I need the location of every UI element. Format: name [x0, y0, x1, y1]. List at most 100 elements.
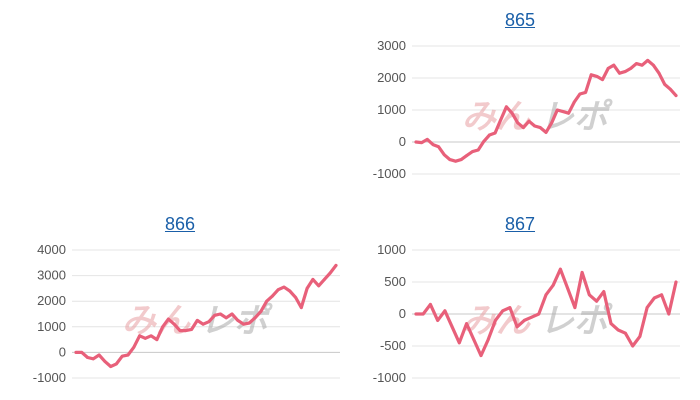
data-point [537, 312, 541, 316]
data-point [115, 362, 118, 366]
data-point [282, 285, 286, 289]
line-chart-865: -1000 0 1000 2000 3000 みん レポ [373, 38, 680, 181]
data-point [578, 92, 582, 96]
data-point [259, 310, 263, 313]
watermark-logo-red: みん [122, 302, 191, 340]
y-tick-label: 2000 [37, 293, 66, 308]
data-point [172, 322, 176, 326]
data-point [138, 334, 141, 338]
data-point [271, 294, 274, 298]
data-point [652, 296, 656, 300]
data-point [207, 320, 211, 324]
y-tick-label: -1000 [373, 166, 406, 181]
data-point [323, 278, 326, 281]
data-point [224, 316, 228, 320]
data-point [328, 271, 332, 275]
data-point [471, 150, 474, 154]
data-point [476, 148, 480, 152]
y-tick-label: 0 [399, 134, 406, 149]
y-tick-label: 2000 [377, 70, 406, 85]
chart-title-link[interactable]: 867 [504, 214, 536, 234]
data-point [86, 356, 89, 359]
data-point [80, 351, 84, 354]
data-point [486, 338, 490, 341]
data-point [454, 159, 457, 163]
data-point [294, 295, 297, 299]
data-point [414, 312, 418, 316]
data-point [299, 306, 303, 309]
data-point [414, 140, 418, 144]
data-point [566, 287, 570, 290]
data-point [201, 322, 205, 326]
data-point [109, 365, 113, 368]
data-point [580, 271, 584, 274]
data-point [219, 312, 222, 316]
y-tick-label: 3000 [37, 268, 66, 283]
data-point [567, 111, 571, 115]
data-point [190, 327, 193, 331]
data-point [420, 141, 424, 145]
data-point [530, 315, 533, 319]
data-point [253, 316, 257, 320]
chart-panel-867: 867 -1000 -500 0 500 1000 みん レポ [350, 210, 690, 400]
line-chart-867: -1000 -500 0 500 1000 みん レポ [373, 242, 680, 385]
data-point [616, 328, 620, 332]
data-point [431, 143, 435, 146]
data-point [465, 154, 469, 157]
data-point [521, 126, 525, 129]
data-point [465, 322, 468, 325]
data-point [516, 121, 520, 125]
y-tick-label: 3000 [377, 38, 406, 53]
data-point [501, 309, 505, 313]
data-point [674, 94, 678, 97]
data-point [651, 63, 655, 67]
data-point [288, 289, 292, 293]
data-point [317, 284, 321, 288]
data-point [629, 67, 633, 70]
data-point [265, 299, 269, 303]
data-point [595, 75, 599, 78]
data-point [631, 344, 635, 348]
chart-panel-865: 865 -1000 0 1000 2000 3000 みん レポ [350, 6, 690, 196]
data-point [126, 353, 130, 357]
data-point [551, 283, 555, 287]
data-point [601, 78, 604, 81]
data-point [494, 319, 497, 322]
data-point [508, 306, 512, 309]
data-point [443, 309, 447, 313]
data-point [311, 278, 315, 281]
data-point [143, 336, 147, 340]
data-point [624, 331, 627, 335]
data-point [527, 119, 531, 123]
data-point [74, 351, 78, 354]
data-point [660, 293, 663, 297]
watermark-logo: みん レポ [462, 98, 613, 136]
data-point [421, 312, 425, 316]
y-tick-label: -500 [380, 338, 406, 353]
data-point [276, 288, 280, 292]
data-point [538, 126, 542, 129]
y-tick-label: 4000 [37, 242, 66, 257]
y-tick-label: -1000 [373, 370, 406, 385]
data-point [561, 110, 565, 113]
data-point [638, 335, 642, 338]
data-point [459, 158, 463, 162]
data-point [612, 63, 616, 67]
chart-title-link[interactable]: 866 [164, 214, 196, 234]
data-point [161, 325, 165, 329]
data-point [602, 290, 606, 293]
data-point [482, 139, 486, 143]
data-point [667, 312, 671, 316]
data-point [479, 354, 483, 357]
data-point [425, 138, 429, 141]
data-point [544, 131, 548, 134]
data-point [668, 87, 672, 91]
data-point [442, 153, 446, 157]
data-point [97, 353, 101, 357]
data-point [657, 71, 661, 75]
data-point [247, 321, 251, 325]
data-point [493, 131, 497, 135]
chart-title-link[interactable]: 865 [504, 10, 536, 30]
data-point [242, 322, 245, 326]
